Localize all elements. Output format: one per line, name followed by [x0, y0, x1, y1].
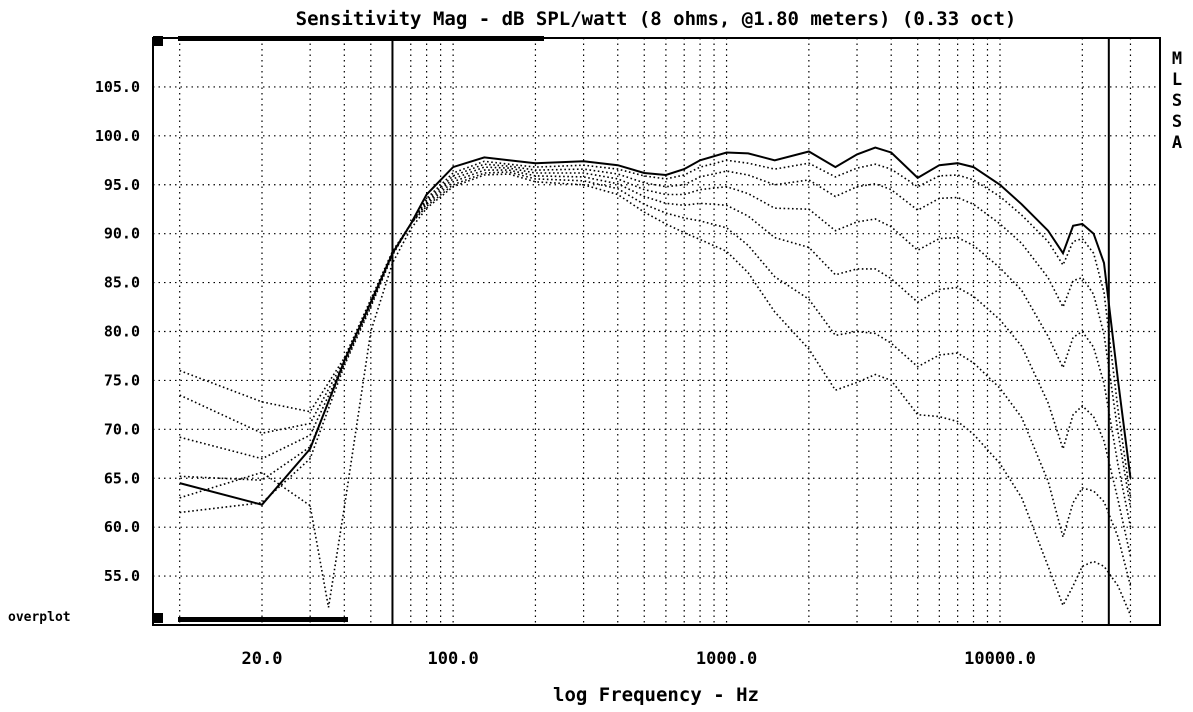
y-tick-label: 105.0 — [95, 78, 140, 96]
axes — [152, 36, 1161, 626]
y-tick-label: 95.0 — [104, 176, 140, 194]
chart-title: Sensitivity Mag - dB SPL/watt (8 ohms, @… — [296, 8, 1017, 30]
y-tick-label: 90.0 — [104, 225, 140, 243]
y-tick-label: 55.0 — [104, 567, 140, 585]
bottom-left-marker — [153, 613, 163, 623]
series-dotted-line-1 — [179, 159, 1132, 498]
y-tick-label: 85.0 — [104, 274, 140, 292]
side-letter: A — [1172, 133, 1182, 153]
y-tick-label: 75.0 — [104, 371, 140, 389]
side-letter: L — [1172, 70, 1182, 90]
y-tick-labels: 105.0 100.0 95.0 90.0 85.0 80.0 75.0 70.0 65.0 60… — [95, 78, 140, 585]
grid — [153, 38, 1160, 625]
side-letter: S — [1172, 91, 1182, 111]
x-axis-label: log Frequency - Hz — [553, 684, 759, 706]
series-dotted-line-3 — [179, 166, 1132, 528]
plot-frame — [152, 37, 1161, 626]
side-letter: S — [1172, 112, 1182, 132]
side-letter: M — [1172, 49, 1182, 69]
y-tick-label: 70.0 — [104, 420, 140, 438]
x-tick-labels: 20.0 100.0 1000.0 10000.0 — [242, 649, 1036, 669]
overplot-label: overplot — [8, 610, 71, 625]
x-tick-label: 1000.0 — [696, 649, 757, 669]
series-solid-line — [179, 146, 1132, 506]
y-tick-label: 100.0 — [95, 127, 140, 145]
series-group — [179, 146, 1132, 616]
x-tick-label: 20.0 — [242, 649, 283, 669]
series-dotted-line-2 — [179, 163, 1132, 508]
x-tick-label: 10000.0 — [964, 649, 1036, 669]
bottom-scroll-bar — [178, 617, 348, 622]
top-left-marker — [153, 36, 163, 46]
y-tick-label: 80.0 — [104, 323, 140, 341]
series-dotted-line-6 — [179, 173, 1132, 616]
top-scroll-bar — [178, 36, 544, 41]
x-tick-label: 100.0 — [428, 649, 479, 669]
y-tick-label: 60.0 — [104, 518, 140, 536]
series-dotted-line-5 — [179, 171, 1132, 587]
y-tick-label: 65.0 — [104, 469, 140, 487]
